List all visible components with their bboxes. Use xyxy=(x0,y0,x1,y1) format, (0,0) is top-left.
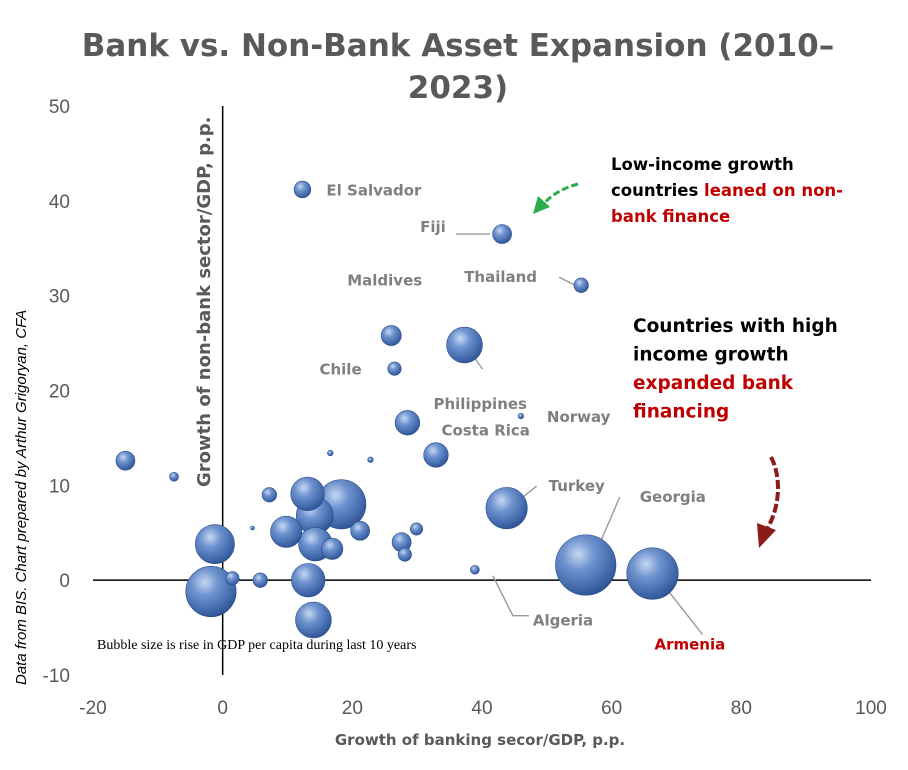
callout-line: financing xyxy=(633,402,729,423)
bubble xyxy=(295,601,332,639)
bubble xyxy=(423,442,449,468)
bubble-size-note: Bubble size is rise in GDP per capita du… xyxy=(97,638,416,653)
chart-title-line-1: Bank vs. Non-Bank Asset Expansion (2010– xyxy=(82,28,835,64)
country-label-chile: Chile xyxy=(319,361,361,379)
y-tick-label: 0 xyxy=(59,571,70,592)
country-label-el-salvador: El Salvador xyxy=(326,181,422,199)
country-label-thailand: Thailand xyxy=(464,268,537,286)
bubble xyxy=(321,537,344,560)
bubble xyxy=(573,277,589,293)
y-tick-labels: -10 0 10 20 30 40 50 xyxy=(43,97,70,687)
bubble xyxy=(169,472,179,482)
bubble xyxy=(261,487,277,503)
chart-title-line-2: 2023) xyxy=(408,70,508,106)
country-label-maldives: Maldives xyxy=(347,271,422,289)
callout-high-income: Countries with high income growth expanded… xyxy=(633,316,838,423)
callout-line: expanded bank xyxy=(633,373,794,394)
country-labels: El Salvador Fiji Thailand Maldives Philippin… xyxy=(319,181,725,653)
x-tick-label: 100 xyxy=(855,698,887,719)
bubble xyxy=(394,410,421,436)
bubble xyxy=(626,547,679,600)
red-arrow-icon xyxy=(763,456,780,534)
callout-line: bank finance xyxy=(611,207,730,226)
y-tick-label: 30 xyxy=(49,287,70,308)
bubble xyxy=(446,326,483,364)
x-tick-label: 80 xyxy=(731,698,752,719)
x-tick-labels: -20 0 20 40 60 80 100 xyxy=(79,698,887,719)
country-label-georgia: Georgia xyxy=(640,488,706,506)
bubble xyxy=(270,515,303,548)
x-tick-label: 0 xyxy=(217,698,228,719)
country-label-costa-rica: Costa Rica xyxy=(441,422,529,440)
callout-low-income: Low-income growth countries leaned on non… xyxy=(611,155,843,226)
callout-line: Countries with high xyxy=(633,316,838,337)
bubble xyxy=(485,487,528,530)
bubble xyxy=(290,476,325,511)
x-axis-title: Growth of banking secor/GDP, p.p. xyxy=(335,731,625,749)
country-label-philippines: Philippines xyxy=(433,395,527,413)
green-arrowhead-icon xyxy=(533,196,550,214)
x-tick-label: 60 xyxy=(601,698,622,719)
bubble xyxy=(115,450,136,471)
callout-line: income growth xyxy=(633,345,789,366)
leader-line xyxy=(558,276,576,286)
callout-line: countries leaned on non- xyxy=(611,181,843,200)
chart-credit: Data from BIS. Chart prepared by Arthur … xyxy=(13,310,30,685)
country-label-armenia: Armenia xyxy=(655,636,726,654)
bubble xyxy=(380,325,402,346)
country-label-turkey: Turkey xyxy=(549,477,605,495)
bubble xyxy=(250,525,255,531)
bubble xyxy=(291,563,326,598)
bubble xyxy=(517,413,525,420)
country-label-norway: Norway xyxy=(547,408,611,426)
country-label-fiji: Fiji xyxy=(420,218,446,236)
callout-line: Low-income growth xyxy=(611,155,794,174)
leader-line xyxy=(492,575,529,617)
bubble xyxy=(470,564,480,575)
bubble xyxy=(387,361,402,376)
red-arrowhead-icon xyxy=(757,523,776,548)
y-tick-label: 50 xyxy=(49,97,70,118)
y-tick-label: 10 xyxy=(49,476,70,497)
y-tick-label: 20 xyxy=(49,382,70,403)
bubble xyxy=(492,224,512,244)
bubble xyxy=(194,524,235,565)
country-label-algeria: Algeria xyxy=(533,612,593,630)
y-tick-label: 40 xyxy=(49,192,70,213)
y-axis-title: Growth of non-bank sector/GDP, p.p. xyxy=(194,116,215,487)
bubble xyxy=(367,456,374,463)
bubble xyxy=(185,566,237,618)
x-tick-label: 40 xyxy=(471,698,492,719)
x-tick-label: -20 xyxy=(79,698,106,719)
x-tick-label: 20 xyxy=(342,698,363,719)
bubble xyxy=(327,449,334,457)
bubble xyxy=(293,180,312,199)
bubble xyxy=(410,522,423,536)
bubble xyxy=(397,547,412,562)
bubbles xyxy=(115,180,679,639)
y-tick-label: -10 xyxy=(43,666,70,687)
bubble xyxy=(225,571,240,586)
bubble xyxy=(252,572,268,588)
bubble xyxy=(555,534,617,596)
bubble xyxy=(350,521,370,541)
